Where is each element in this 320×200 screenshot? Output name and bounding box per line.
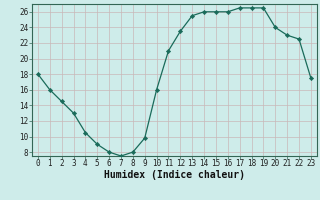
- X-axis label: Humidex (Indice chaleur): Humidex (Indice chaleur): [104, 170, 245, 180]
